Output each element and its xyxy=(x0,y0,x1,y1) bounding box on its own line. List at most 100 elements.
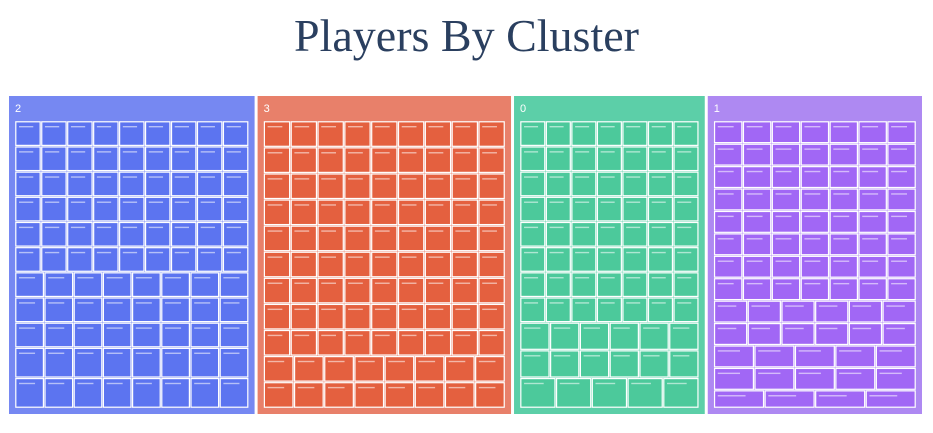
treemap-leaf[interactable] xyxy=(742,255,772,278)
treemap-leaf[interactable] xyxy=(713,390,765,408)
treemap-leaf[interactable] xyxy=(451,147,479,173)
treemap-leaf[interactable] xyxy=(73,297,103,323)
treemap-leaf[interactable] xyxy=(771,143,801,166)
treemap-leaf[interactable] xyxy=(93,146,119,172)
treemap-leaf[interactable] xyxy=(478,147,505,173)
treemap-leaf[interactable] xyxy=(144,171,171,197)
treemap-leaf[interactable] xyxy=(451,277,479,304)
treemap-leaf[interactable] xyxy=(290,173,318,200)
treemap-leaf[interactable] xyxy=(15,272,44,298)
treemap-leaf[interactable] xyxy=(222,146,249,172)
treemap-leaf[interactable] xyxy=(73,272,103,298)
treemap-leaf[interactable] xyxy=(414,382,445,408)
treemap-leaf[interactable] xyxy=(290,329,318,356)
treemap-leaf[interactable] xyxy=(317,251,344,278)
treemap-leaf[interactable] xyxy=(190,297,220,323)
treemap-leaf[interactable] xyxy=(222,196,249,222)
treemap-leaf[interactable] xyxy=(424,121,452,147)
treemap-leaf[interactable] xyxy=(131,272,161,298)
treemap-leaf[interactable] xyxy=(829,278,859,301)
treemap-leaf[interactable] xyxy=(290,251,318,278)
treemap-leaf[interactable] xyxy=(263,329,291,356)
treemap-leaf[interactable] xyxy=(93,121,119,146)
treemap-leaf[interactable] xyxy=(424,173,452,200)
treemap-leaf[interactable] xyxy=(119,146,145,172)
treemap-leaf[interactable] xyxy=(424,225,452,252)
treemap-leaf[interactable] xyxy=(219,297,249,323)
treemap-leaf[interactable] xyxy=(478,173,505,200)
treemap-leaf[interactable] xyxy=(887,121,916,144)
treemap-leaf[interactable] xyxy=(424,251,452,278)
treemap-leaf[interactable] xyxy=(344,329,371,356)
treemap-leaf[interactable] xyxy=(67,171,93,197)
treemap-leaf[interactable] xyxy=(571,196,597,222)
treemap-leaf[interactable] xyxy=(170,196,197,222)
treemap-leaf[interactable] xyxy=(15,322,44,348)
treemap-leaf[interactable] xyxy=(344,303,371,330)
treemap-leaf[interactable] xyxy=(800,278,830,301)
treemap-leaf[interactable] xyxy=(371,147,398,173)
treemap-leaf[interactable] xyxy=(219,322,249,348)
treemap-leaf[interactable] xyxy=(478,303,505,330)
treemap-leaf[interactable] xyxy=(397,277,425,304)
treemap-leaf[interactable] xyxy=(263,356,294,382)
treemap-leaf[interactable] xyxy=(102,322,132,348)
treemap-leaf[interactable] xyxy=(44,297,74,323)
treemap-leaf[interactable] xyxy=(713,367,755,390)
treemap-leaf[interactable] xyxy=(669,322,699,350)
treemap-leaf[interactable] xyxy=(293,356,324,382)
treemap-leaf[interactable] xyxy=(317,303,344,330)
treemap-leaf[interactable] xyxy=(170,171,197,197)
treemap-leaf[interactable] xyxy=(424,147,452,173)
treemap-leaf[interactable] xyxy=(596,171,622,197)
treemap-leaf[interactable] xyxy=(196,196,223,222)
treemap-leaf[interactable] xyxy=(742,188,772,211)
treemap-leaf[interactable] xyxy=(15,171,41,197)
treemap-leaf[interactable] xyxy=(596,247,622,272)
treemap-leaf[interactable] xyxy=(887,210,916,233)
treemap-leaf[interactable] xyxy=(609,322,639,350)
treemap-leaf[interactable] xyxy=(15,121,41,146)
treemap-leaf[interactable] xyxy=(102,272,132,298)
treemap-leaf[interactable] xyxy=(858,255,887,278)
treemap-leaf[interactable] xyxy=(858,278,887,301)
treemap-leaf[interactable] xyxy=(815,390,866,408)
treemap-leaf[interactable] xyxy=(397,251,425,278)
treemap-leaf[interactable] xyxy=(451,199,479,226)
treemap-leaf[interactable] xyxy=(219,272,249,298)
treemap-leaf[interactable] xyxy=(571,171,597,197)
treemap-leaf[interactable] xyxy=(354,382,385,408)
treemap-leaf[interactable] xyxy=(317,277,344,304)
treemap-leaf[interactable] xyxy=(887,233,916,256)
treemap-leaf[interactable] xyxy=(451,251,479,278)
treemap-leaf[interactable] xyxy=(865,390,916,408)
treemap-leaf[interactable] xyxy=(44,272,74,298)
treemap-leaf[interactable] xyxy=(571,121,597,146)
treemap-leaf[interactable] xyxy=(596,121,622,146)
treemap-leaf[interactable] xyxy=(324,356,354,382)
treemap-leaf[interactable] xyxy=(887,188,916,211)
treemap-leaf[interactable] xyxy=(800,143,830,166)
treemap-leaf[interactable] xyxy=(858,143,887,166)
treemap-leaf[interactable] xyxy=(550,322,580,350)
treemap-leaf[interactable] xyxy=(647,221,674,247)
treemap-leaf[interactable] xyxy=(742,278,772,301)
treemap-leaf[interactable] xyxy=(794,367,835,390)
treemap-leaf[interactable] xyxy=(384,356,415,382)
treemap-leaf[interactable] xyxy=(858,188,887,211)
treemap-leaf[interactable] xyxy=(67,146,93,172)
treemap-leaf[interactable] xyxy=(639,322,669,350)
treemap-leaf[interactable] xyxy=(571,146,597,172)
treemap-leaf[interactable] xyxy=(673,221,699,247)
treemap-leaf[interactable] xyxy=(829,233,859,256)
treemap-leaf[interactable] xyxy=(170,121,197,146)
treemap-leaf[interactable] xyxy=(882,322,916,346)
treemap-leaf[interactable] xyxy=(344,147,371,173)
treemap-leaf[interactable] xyxy=(800,166,830,189)
treemap-leaf[interactable] xyxy=(520,297,546,323)
treemap-leaf[interactable] xyxy=(161,297,190,323)
treemap-leaf[interactable] xyxy=(545,272,571,298)
treemap-leaf[interactable] xyxy=(545,297,571,323)
treemap-leaf[interactable] xyxy=(344,173,371,200)
treemap-leaf[interactable] xyxy=(196,247,223,272)
